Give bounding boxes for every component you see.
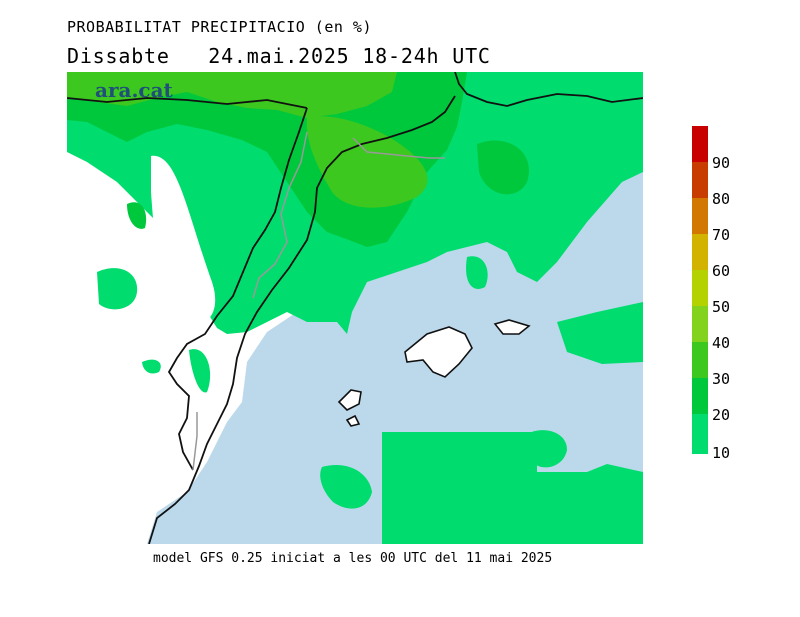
- legend-swatch-100: [692, 126, 708, 162]
- legend-label-30: 30: [712, 370, 731, 388]
- legend-label-10: 10: [712, 444, 731, 462]
- legend-label-90: 90: [712, 154, 731, 172]
- mallorca-island: [404, 326, 473, 378]
- legend-swatch-60: [692, 270, 708, 306]
- legend-label-70: 70: [712, 226, 731, 244]
- legend-swatch-50: [692, 306, 708, 342]
- country-borders: [67, 72, 643, 544]
- menorca-island: [493, 319, 531, 335]
- legend-swatch-20: [692, 414, 708, 454]
- region-borders: [192, 131, 445, 471]
- map-title: PROBABILITAT PRECIPITACIO (en %): [67, 18, 372, 36]
- contour-30: [67, 72, 428, 208]
- legend-swatch-40: [692, 342, 708, 378]
- legend-label-40: 40: [712, 334, 731, 352]
- legend-label-60: 60: [712, 262, 731, 280]
- legend-label-20: 20: [712, 406, 731, 424]
- legend-swatch-30: [692, 378, 708, 414]
- precipitation-map: [67, 72, 643, 544]
- map-subtitle: Dissabte 24.mai.2025 18-24h UTC: [67, 44, 491, 68]
- legend-label-50: 50: [712, 298, 731, 316]
- legend-label-80: 80: [712, 190, 731, 208]
- ibiza-island: [337, 389, 362, 411]
- legend-swatch-70: [692, 234, 708, 270]
- legend-swatch-90: [692, 162, 708, 198]
- ara-cat-logo: ara.cat: [95, 78, 173, 102]
- legend-swatch-80: [692, 198, 708, 234]
- model-info-footer: model GFS 0.25 iniciat a les 00 UTC del …: [153, 551, 553, 566]
- formentera-island: [345, 414, 361, 427]
